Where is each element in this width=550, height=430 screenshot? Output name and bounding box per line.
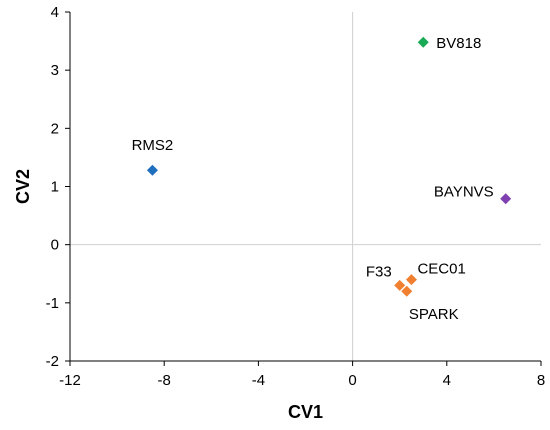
point-label: F33: [366, 263, 392, 280]
y-tick-label: 2: [51, 120, 59, 137]
y-axis-title: CV2: [13, 169, 33, 204]
zero-lines: [70, 12, 541, 361]
x-tick-label: -8: [158, 372, 171, 389]
x-tick-label: 0: [348, 372, 356, 389]
data-point: [405, 274, 417, 286]
data-point: [417, 36, 429, 48]
data-point: [500, 193, 512, 205]
point-label: BV818: [436, 35, 481, 52]
y-tick-label: 0: [51, 237, 59, 254]
data-point: [394, 279, 406, 291]
y-tick-label: 3: [51, 62, 59, 79]
ticks: [65, 11, 542, 366]
x-axis-title: CV1: [288, 402, 323, 422]
data-points: [146, 36, 512, 297]
tick-labels: -12 -8 -4 0 4 8 -2 -1 0 1 2 3 4: [46, 4, 546, 389]
point-labels: RMS2 BV818 BAYNVS F33 CEC01 SPARK: [132, 35, 494, 323]
y-tick-label: 1: [51, 179, 59, 196]
x-tick-label: 8: [537, 372, 545, 389]
y-tick-label: -1: [46, 295, 59, 312]
y-tick-label: 4: [51, 4, 59, 21]
x-tick-label: 4: [443, 372, 451, 389]
point-label: SPARK: [409, 306, 459, 323]
x-tick-label: -12: [59, 372, 81, 389]
data-point: [146, 164, 158, 176]
y-tick-label: -2: [46, 353, 59, 370]
point-label: CEC01: [417, 261, 465, 278]
x-tick-label: -4: [252, 372, 265, 389]
point-label: BAYNVS: [434, 184, 494, 201]
data-point: [401, 285, 413, 297]
point-label: RMS2: [132, 137, 174, 154]
